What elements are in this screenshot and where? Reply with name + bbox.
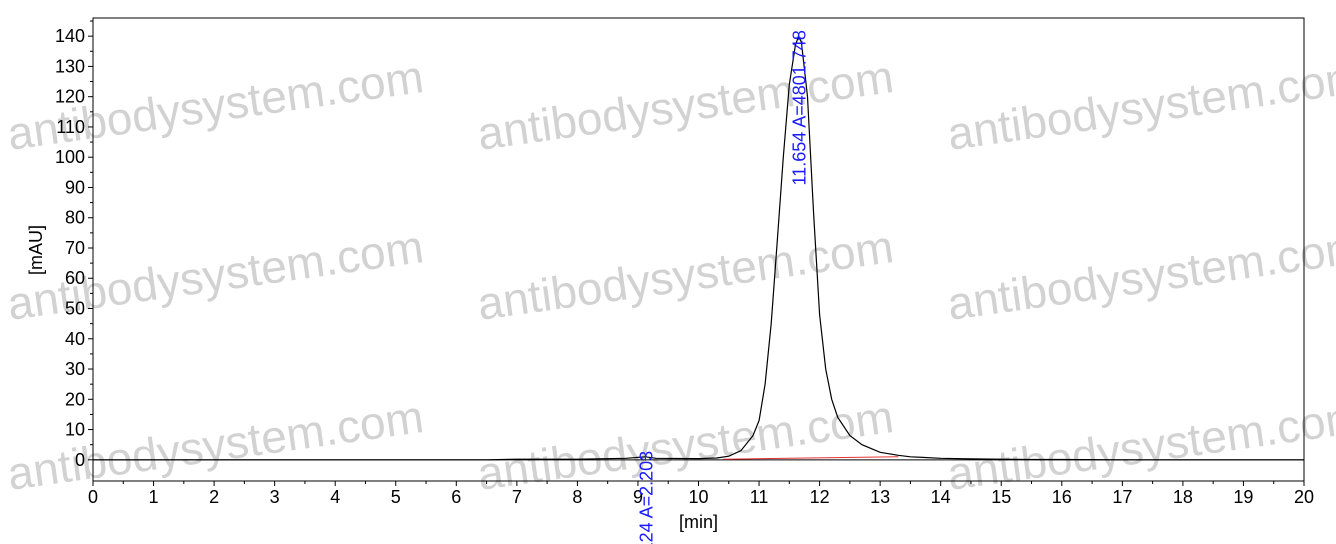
y-tick-label: 0 xyxy=(75,450,85,470)
watermark-layer: antibodysystem.com antibodysystem.com anti… xyxy=(4,50,1336,500)
x-axis-label: [min] xyxy=(679,512,718,532)
watermark-text: antibodysystem.com xyxy=(944,390,1336,500)
y-axis-ticks: 0 10 20 30 40 50 60 70 80 90 100 110 120 130 140 xyxy=(55,20,93,470)
x-tick-label: 8 xyxy=(572,487,582,507)
x-tick-label: 5 xyxy=(391,487,401,507)
y-tick-label: 40 xyxy=(65,329,85,349)
y-tick-label: 130 xyxy=(55,56,85,76)
y-tick-label: 90 xyxy=(65,177,85,197)
watermark-text: antibodysystem.com xyxy=(474,390,896,500)
x-tick-label: 3 xyxy=(270,487,280,507)
watermark-text: antibodysystem.com xyxy=(944,50,1336,160)
plot-frame xyxy=(92,17,1305,482)
watermark-text: antibodysystem.com xyxy=(474,220,896,330)
peak-label: 11.654 A=4801.748 xyxy=(790,30,810,185)
watermark-text: antibodysystem.com xyxy=(474,50,896,160)
x-tick-label: 6 xyxy=(451,487,461,507)
y-tick-label: 100 xyxy=(55,147,85,167)
x-tick-label: 20 xyxy=(1294,487,1314,507)
x-tick-label: 10 xyxy=(688,487,708,507)
x-tick-label: 18 xyxy=(1173,487,1193,507)
y-tick-label: 70 xyxy=(65,238,85,258)
y-tick-label: 110 xyxy=(56,117,85,137)
x-tick-label: 11 xyxy=(750,487,769,507)
chromatogram-trace xyxy=(93,34,1304,461)
series-layer xyxy=(93,34,1304,461)
y-tick-label: 50 xyxy=(65,299,85,319)
y-tick-label: 60 xyxy=(65,268,85,288)
x-tick-label: 9 xyxy=(633,487,643,507)
x-tick-label: 13 xyxy=(870,487,890,507)
x-tick-label: 4 xyxy=(330,487,340,507)
x-tick-label: 1 xyxy=(149,487,159,507)
peak-annotations: 9.124 A=2.203 11.654 A=4801.748 xyxy=(636,30,809,544)
y-axis-label: [mAU] xyxy=(26,225,46,275)
x-tick-label: 14 xyxy=(931,487,951,507)
y-tick-label: 140 xyxy=(55,26,85,46)
watermark-text: antibodysystem.com xyxy=(944,220,1336,330)
x-tick-label: 7 xyxy=(512,487,522,507)
x-axis-ticks: 0 1 2 3 4 5 6 7 8 9 10 11 12 13 14 15 16 17 18 19 20 xyxy=(88,481,1314,507)
y-tick-label: 10 xyxy=(65,420,85,440)
peak-label: 9.124 A=2.203 xyxy=(636,451,656,544)
integration-baseline xyxy=(722,456,899,460)
x-tick-label: 17 xyxy=(1112,487,1132,507)
x-tick-label: 2 xyxy=(209,487,219,507)
y-tick-label: 20 xyxy=(65,389,85,409)
x-tick-label: 15 xyxy=(991,487,1011,507)
y-tick-label: 80 xyxy=(65,208,85,228)
y-tick-label: 30 xyxy=(65,359,85,379)
x-tick-label: 19 xyxy=(1233,487,1253,507)
y-tick-label: 120 xyxy=(55,87,85,107)
x-tick-label: 12 xyxy=(810,487,830,507)
x-tick-label: 16 xyxy=(1052,487,1072,507)
x-tick-label: 0 xyxy=(88,487,98,507)
